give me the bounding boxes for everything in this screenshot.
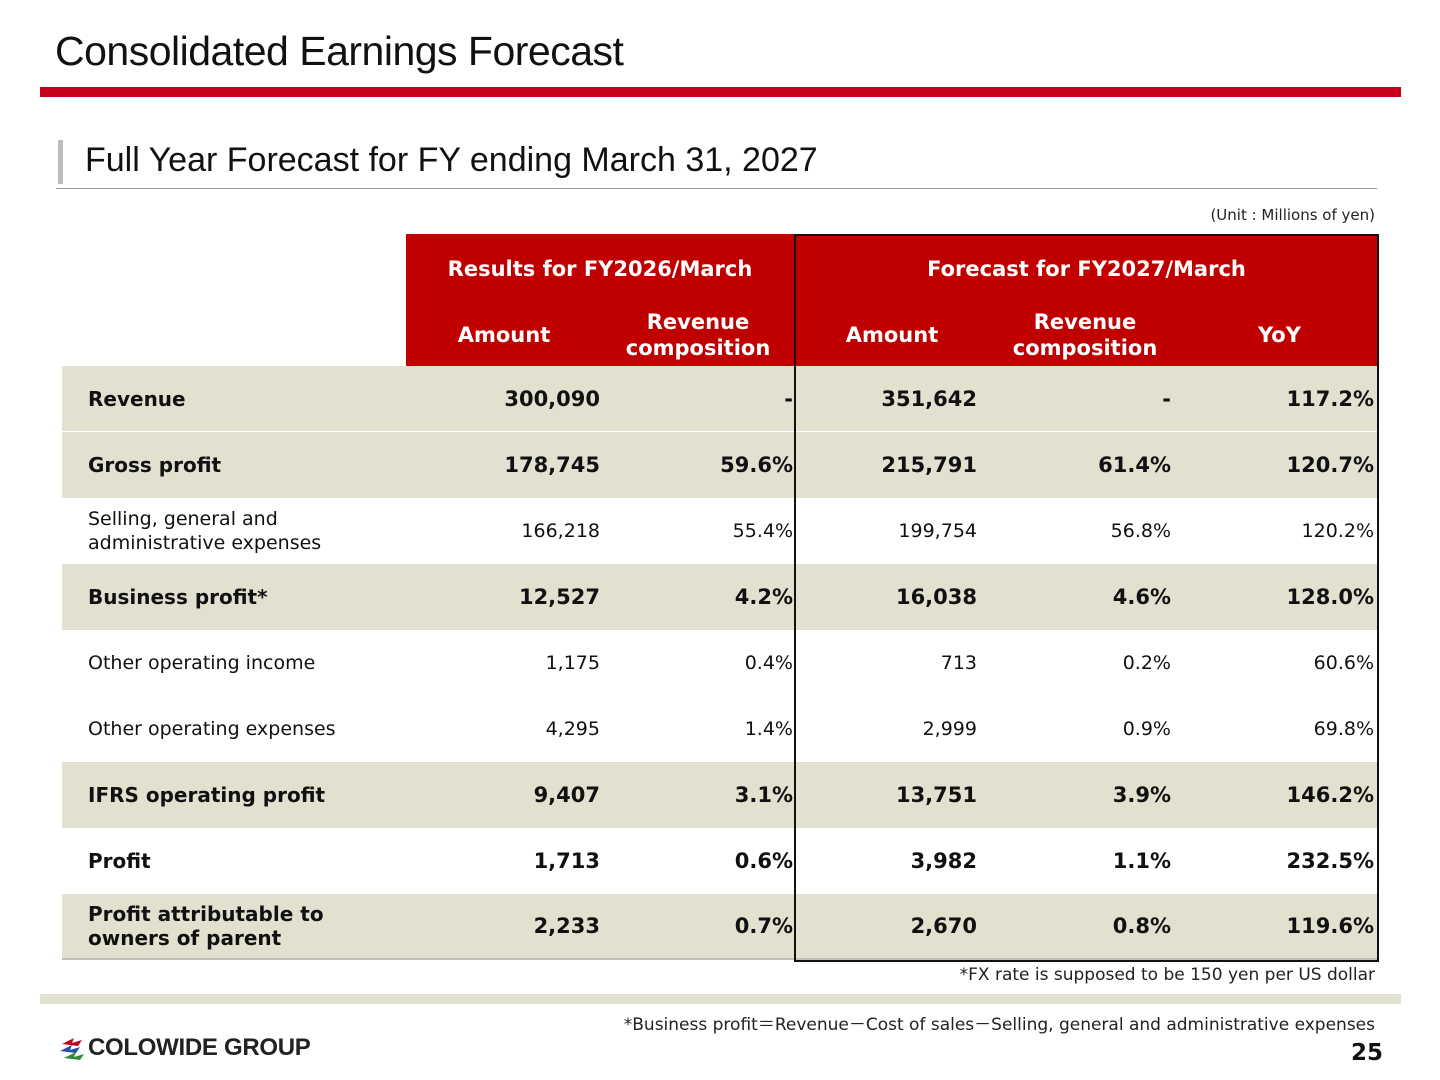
- forecast-amount: 2,999: [922, 718, 977, 740]
- forecast-amount: 3,982: [910, 849, 977, 873]
- business-profit-note: *Business profit＝Revenue－Cost of sales－S…: [623, 1015, 1375, 1035]
- yoy-value: 120.7%: [1286, 453, 1374, 477]
- forecast-amount: 215,791: [881, 453, 977, 477]
- forecast-revenue-composition: 3.9%: [1112, 783, 1171, 807]
- results-revenue-composition: 3.1%: [734, 783, 793, 807]
- results-amount: 1,713: [533, 849, 600, 873]
- results-revenue-composition: 4.2%: [734, 585, 793, 609]
- header-results-amount: Amount: [406, 304, 602, 366]
- unit-note: (Unit : Millions of yen): [1210, 206, 1375, 224]
- logo-text: COLOWIDE GROUP: [88, 1034, 311, 1061]
- header-results-group: Results for FY2026/March: [406, 234, 794, 304]
- row-label: Other operating expenses: [88, 718, 336, 740]
- forecast-amount: 199,754: [898, 520, 977, 542]
- results-amount: 1,175: [545, 652, 600, 674]
- subtitle-rule: [56, 188, 1377, 189]
- table-row: Selling, general and administrative expe…: [62, 498, 1377, 564]
- row-label: Profit: [88, 849, 151, 873]
- title-rule: [40, 87, 1401, 97]
- fx-rate-note: *FX rate is supposed to be 150 yen per U…: [959, 965, 1375, 985]
- forecast-amount: 713: [940, 652, 977, 674]
- results-revenue-composition: 0.7%: [734, 914, 793, 938]
- results-revenue-composition: 1.4%: [744, 718, 793, 740]
- yoy-value: 232.5%: [1286, 849, 1374, 873]
- page-title: Consolidated Earnings Forecast: [55, 28, 624, 74]
- header-forecast-group: Forecast for FY2027/March: [796, 234, 1377, 304]
- table-row: Other operating income 1,175 0.4% 713 0.…: [62, 630, 1377, 696]
- table-row: Profit 1,713 0.6% 3,982 1.1% 232.5%: [62, 828, 1377, 894]
- forecast-revenue-composition: 0.9%: [1122, 718, 1171, 740]
- results-amount: 12,527: [518, 585, 600, 609]
- results-amount: 300,090: [504, 387, 600, 411]
- header-forecast-revenue-composition: Revenue composition: [988, 304, 1182, 366]
- row-label: Other operating income: [88, 652, 316, 674]
- results-revenue-composition: 0.4%: [744, 652, 793, 674]
- row-label: Profit attributable to owners of parent: [88, 902, 324, 950]
- page-number: 25: [1350, 1040, 1383, 1066]
- header-forecast-amount: Amount: [796, 304, 988, 366]
- forecast-revenue-composition: 4.6%: [1112, 585, 1171, 609]
- results-revenue-composition: -: [784, 387, 793, 411]
- forecast-revenue-composition: 56.8%: [1110, 520, 1171, 542]
- forecast-revenue-composition: 1.1%: [1112, 849, 1171, 873]
- table-row: Profit attributable to owners of parent …: [62, 894, 1377, 958]
- yoy-value: 69.8%: [1313, 718, 1374, 740]
- header-results-revenue-composition: Revenue composition: [602, 304, 794, 366]
- yoy-value: 128.0%: [1286, 585, 1374, 609]
- results-revenue-composition: 0.6%: [734, 849, 793, 873]
- row-label: Gross profit: [88, 453, 222, 477]
- yoy-value: 119.6%: [1286, 914, 1374, 938]
- results-revenue-composition: 55.4%: [732, 520, 793, 542]
- forecast-amount: 16,038: [895, 585, 977, 609]
- table-bottom-rule: [62, 958, 1377, 960]
- section-subtitle: Full Year Forecast for FY ending March 3…: [85, 141, 818, 179]
- row-label: Business profit*: [88, 585, 268, 609]
- forecast-revenue-composition: 0.2%: [1122, 652, 1171, 674]
- table-row: Business profit* 12,527 4.2% 16,038 4.6%…: [62, 564, 1377, 630]
- forecast-amount: 13,751: [895, 783, 977, 807]
- colowide-logo-icon: [60, 1038, 84, 1060]
- forecast-revenue-composition: 0.8%: [1112, 914, 1171, 938]
- forecast-revenue-composition: 61.4%: [1098, 453, 1171, 477]
- subtitle-accent-bar: [58, 140, 63, 184]
- yoy-value: 60.6%: [1313, 652, 1374, 674]
- forecast-amount: 351,642: [881, 387, 977, 411]
- row-label: IFRS operating profit: [88, 783, 326, 807]
- forecast-amount: 2,670: [910, 914, 977, 938]
- results-amount: 2,233: [533, 914, 600, 938]
- yoy-value: 120.2%: [1301, 520, 1374, 542]
- table-row: IFRS operating profit 9,407 3.1% 13,751 …: [62, 762, 1377, 828]
- results-amount: 9,407: [533, 783, 600, 807]
- table-row: Gross profit 178,745 59.6% 215,791 61.4%…: [62, 432, 1377, 498]
- results-amount: 166,218: [521, 520, 600, 542]
- row-label: Revenue: [88, 387, 186, 411]
- header-yoy: YoY: [1182, 304, 1377, 366]
- results-amount: 178,745: [504, 453, 600, 477]
- table-row: Revenue 300,090 - 351,642 - 117.2%: [62, 366, 1377, 432]
- row-label: Selling, general and administrative expe…: [88, 508, 322, 554]
- footer-band: [40, 994, 1401, 1004]
- results-amount: 4,295: [545, 718, 600, 740]
- results-revenue-composition: 59.6%: [720, 453, 793, 477]
- company-logo: COLOWIDE GROUP: [58, 1034, 311, 1062]
- forecast-revenue-composition: -: [1162, 387, 1171, 411]
- table-row: Other operating expenses 4,295 1.4% 2,99…: [62, 696, 1377, 762]
- yoy-value: 146.2%: [1286, 783, 1374, 807]
- yoy-value: 117.2%: [1286, 387, 1374, 411]
